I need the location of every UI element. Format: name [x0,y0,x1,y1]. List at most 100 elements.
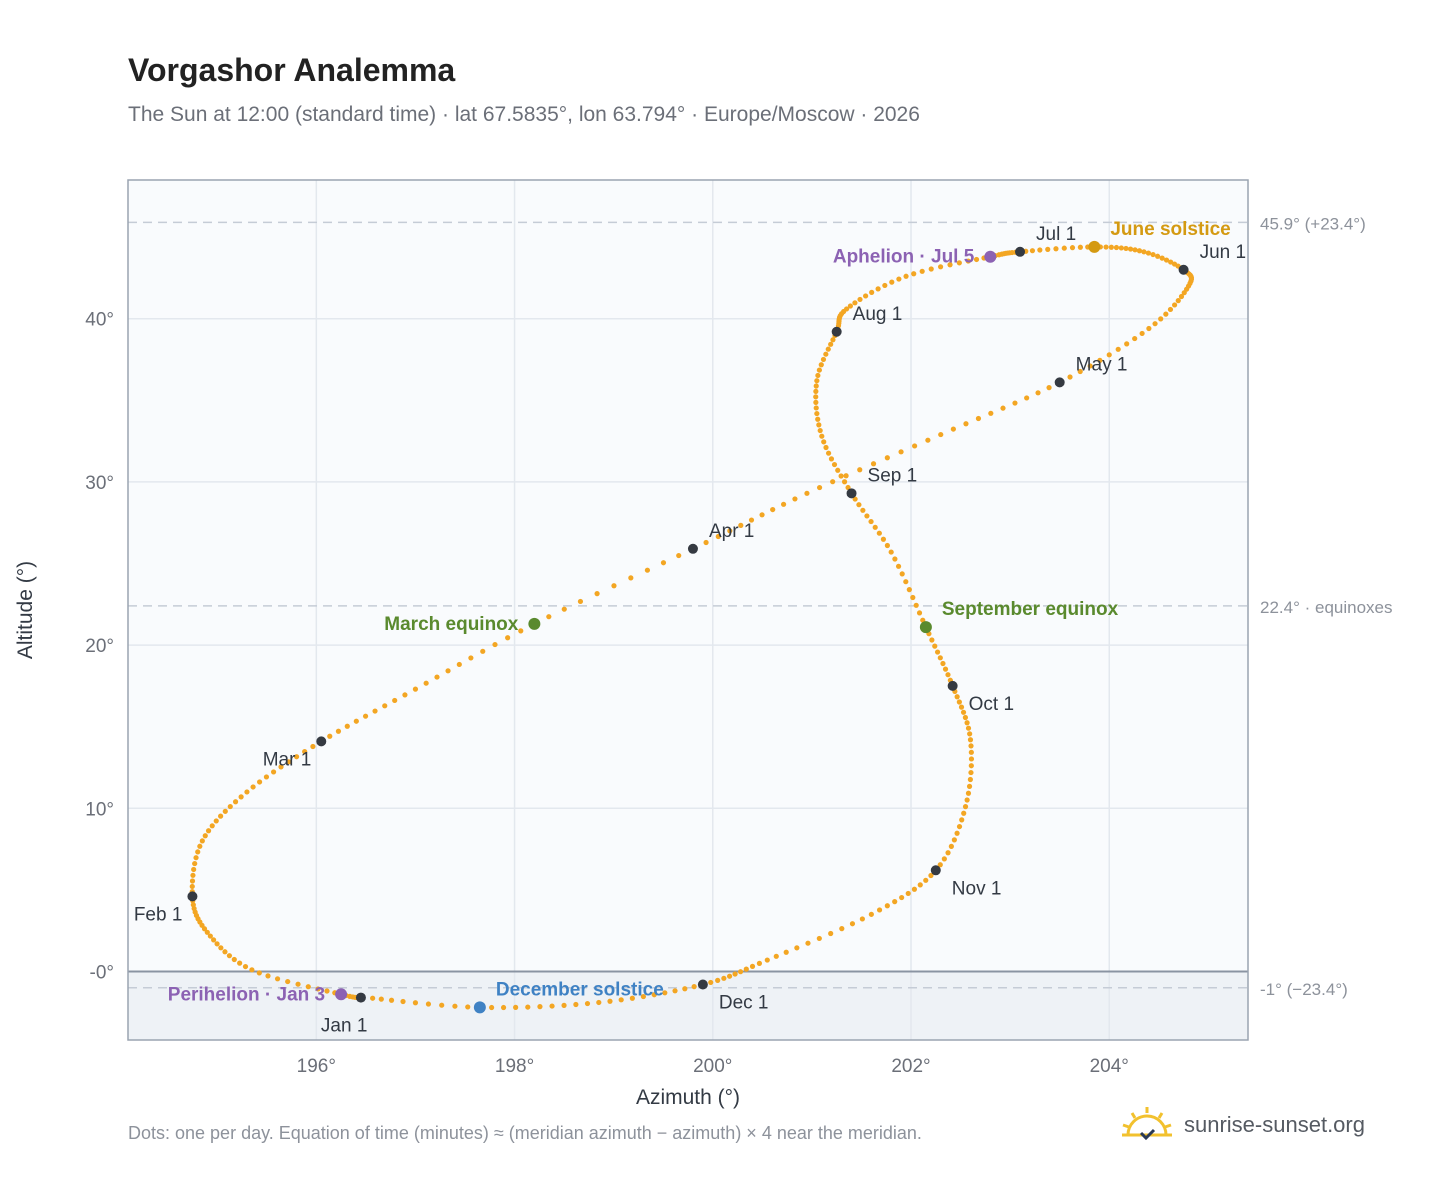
daily-sun-dot [839,926,845,932]
daily-sun-dot [940,660,946,667]
daily-sun-dot [640,993,646,1000]
daily-sun-dot [830,337,836,343]
daily-sun-dot [965,790,972,796]
daily-sun-dot [828,341,834,347]
daily-sun-dot [286,759,292,765]
daily-sun-dot [847,303,854,309]
daily-sun-dot [938,431,944,438]
daily-sun-dot [285,978,291,985]
event-label: Perihelion · Jan 3 [168,984,325,1005]
reference-line-label: -1° (−23.4°) [1260,980,1348,999]
daily-sun-dot [759,512,765,518]
daily-sun-dot [242,963,249,970]
daily-sun-dot [830,479,836,485]
daily-sun-dot [205,828,212,834]
daily-sun-dot [911,886,918,892]
daily-sun-dot [813,399,819,405]
event-label: December solstice [496,979,664,1000]
daily-sun-dot [954,694,960,700]
daily-sun-dot [821,439,827,445]
daily-sun-dot [857,296,863,303]
daily-sun-dot [278,764,284,770]
daily-sun-dot [968,756,975,762]
daily-sun-dot [835,467,841,473]
daily-sun-dot [868,518,874,525]
daily-sun-dot [973,256,980,263]
daily-sun-dot [863,293,869,299]
plot-frame [127,179,1249,1041]
daily-sun-dot [452,1003,458,1009]
sun-logo-icon [1122,1107,1172,1141]
daily-sun-dot [315,986,321,992]
month-marker-label: Jun 1 [1200,242,1246,263]
daily-sun-dot [968,749,974,755]
daily-sun-dot [937,655,943,661]
daily-sun-dot [1087,363,1093,369]
daily-sun-dot [860,507,866,513]
daily-sun-dot [577,598,584,605]
daily-sun-dot [202,833,208,839]
month-marker-dot [355,992,366,1003]
daily-sun-dot [859,916,865,922]
daily-sun-dot [912,443,918,449]
daily-sun-dot [743,966,749,972]
brand-logo[interactable]: sunrise-sunset.org [1120,1100,1365,1150]
daily-sun-dot [628,575,634,581]
daily-sun-dot [882,282,888,289]
daily-sun-dot [244,789,250,795]
daily-sun-dot [964,720,970,726]
daily-sun-dot [400,998,406,1005]
daily-sun-dot [715,977,721,983]
daily-sun-dot [256,779,263,785]
plot-background [128,180,1248,1040]
daily-sun-dot [392,697,398,704]
daily-sun-dot [370,995,376,1001]
event-marker-dot [984,250,997,263]
daily-sun-dot [480,648,486,654]
daily-sun-dot [956,260,962,266]
daily-sun-dot [513,1004,519,1010]
daily-sun-dot [748,517,755,523]
daily-sun-dot [1167,306,1174,313]
daily-sun-dot [584,1000,591,1007]
month-marker-dot [1015,246,1026,257]
daily-sun-dot [884,542,890,549]
daily-sun-dot [660,560,667,566]
daily-sun-dot [676,552,682,559]
daily-sun-dot [222,808,228,814]
event-marker-dot [1088,240,1101,253]
event-label: Aphelion · Jul 5 [833,247,975,268]
daily-sun-dot [869,289,875,295]
chart-subtitle: The Sun at 12:00 (standard time) · lat 6… [128,103,920,126]
month-marker-dot [1054,377,1065,388]
daily-sun-dot [250,784,256,790]
reference-line-label: 45.9° (+23.4°) [1260,214,1366,233]
daily-sun-dot [651,992,657,998]
daily-sun-dot [1067,374,1073,380]
daily-sun-dot [214,941,220,947]
daily-sun-dot [1155,253,1161,259]
daily-sun-dot [814,410,820,417]
daily-sun-dot [1150,251,1156,258]
month-marker-dot [1178,264,1189,275]
daily-sun-dot [916,610,923,616]
daily-sun-dot [629,995,635,1001]
daily-sun-dot [732,971,738,977]
daily-sun-dot [218,813,224,819]
daily-sun-dot [737,969,744,975]
y-tick-label: 20° [85,636,114,657]
daily-sun-dot [816,422,822,428]
daily-sun-dot [1123,245,1129,252]
daily-sun-dot [884,455,890,461]
daily-sun-dot [256,970,262,976]
daily-sun-dot [1108,244,1114,250]
daily-sun-dot [195,849,201,855]
month-marker-label: Oct 1 [969,694,1014,715]
daily-sun-dot [876,907,883,913]
daily-sun-dot [423,680,429,686]
daily-sun-dot [928,872,934,879]
daily-sun-dot [596,999,602,1006]
daily-sun-dot [691,984,697,990]
event-label: September equinox [942,599,1119,620]
daily-sun-dot [956,699,962,705]
